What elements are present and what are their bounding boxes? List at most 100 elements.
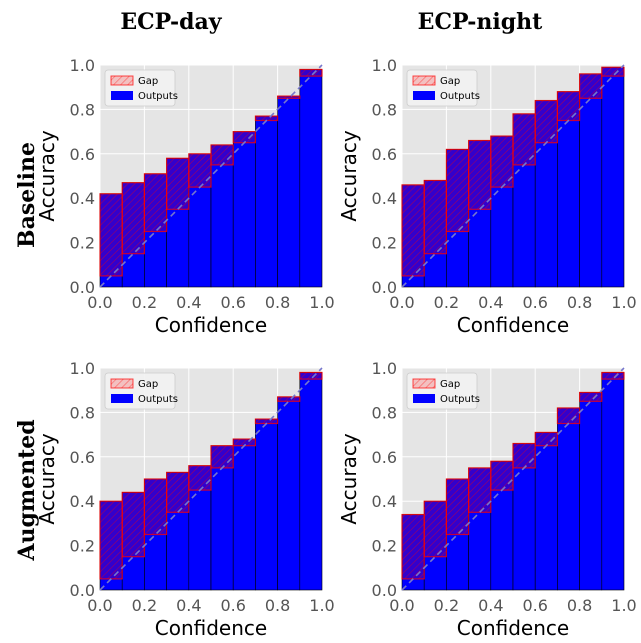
x-tick-label: 0.2 <box>434 293 459 312</box>
y-tick-label: 0.2 <box>70 234 95 253</box>
legend-outputs-label: Outputs <box>440 91 480 102</box>
x-tick-label: 0.8 <box>567 293 592 312</box>
legend-outputs-label: Outputs <box>138 91 178 102</box>
perfect-calibration-line <box>401 64 625 288</box>
calibration-panel: 0.0 0.2 0.4 0.6 0.8 1.0 0.0 0.2 0.4 0.6 0.8 1.0 Conf… <box>35 56 335 337</box>
gap-bar <box>423 179 448 255</box>
x-tick-label: 1.0 <box>611 293 636 312</box>
gap-bar <box>556 91 581 122</box>
perfect-calibration-line <box>401 367 625 591</box>
outputs-bar <box>232 131 256 288</box>
gap-bar <box>556 407 581 425</box>
gap-bar <box>401 513 425 580</box>
legend: Gap Outputs <box>406 69 480 107</box>
y-tick-label: 1.0 <box>372 359 397 378</box>
outputs-bar <box>232 438 256 591</box>
panel-group: 0.0 0.2 0.4 0.6 0.8 1.0 0.0 0.2 0.4 0.6 0.8 1.0 Conf… <box>35 56 637 640</box>
y-tick-label: 0.2 <box>70 537 95 556</box>
outputs-bar <box>277 396 301 591</box>
x-tick-label: 0.6 <box>522 596 547 615</box>
x-tick-label: 0.6 <box>522 293 547 312</box>
x-tick-label: 0.4 <box>478 596 503 615</box>
outputs-bar <box>579 392 603 591</box>
y-axis-label: Accuracy <box>35 433 59 524</box>
legend-outputs-label: Outputs <box>138 394 178 405</box>
gap-bar <box>299 68 323 77</box>
y-tick-label: 0.4 <box>70 189 95 208</box>
outputs-bar <box>210 144 234 288</box>
gap-bar <box>578 73 603 99</box>
x-tick-label: 1.0 <box>309 293 334 312</box>
gap-bar <box>445 148 470 233</box>
y-tick-label: 0.0 <box>70 278 95 297</box>
y-tick-label: 1.0 <box>372 56 397 75</box>
x-axis-label: Confidence <box>457 313 569 337</box>
y-tick-label: 0.8 <box>372 100 397 119</box>
x-tick-label: 0.2 <box>132 596 157 615</box>
x-axis-label: Confidence <box>155 313 267 337</box>
gap-bar <box>277 95 301 99</box>
gap-bar <box>99 500 123 580</box>
y-tick-label: 0.8 <box>70 100 95 119</box>
x-tick-label: 0.0 <box>87 293 112 312</box>
outputs-bar <box>557 407 580 591</box>
legend-gap-swatch <box>110 378 134 389</box>
gap-bar <box>299 371 323 380</box>
y-axis-label: Accuracy <box>337 433 361 524</box>
legend-outputs-swatch <box>413 91 435 100</box>
legend-outputs-swatch <box>111 91 133 100</box>
legend-gap-swatch <box>412 75 436 86</box>
y-axis-label: Accuracy <box>35 130 59 221</box>
y-tick-label: 0.2 <box>372 537 397 556</box>
legend-outputs-label: Outputs <box>440 394 480 405</box>
gap-bar <box>534 99 559 144</box>
legend-gap-label: Gap <box>440 379 460 390</box>
gap-bar <box>121 182 145 255</box>
column-title-ecp-day: ECP-day <box>120 9 222 35</box>
gap-bar <box>277 396 301 402</box>
y-tick-label: 0.0 <box>372 581 397 600</box>
column-title-ecp-night: ECP-night <box>418 9 543 35</box>
x-tick-label: 0.0 <box>389 293 414 312</box>
gap-bar <box>188 153 212 188</box>
y-axis-label: Accuracy <box>337 130 361 221</box>
outputs-bar <box>299 69 323 288</box>
legend-gap-label: Gap <box>440 76 460 87</box>
y-tick-label: 0.6 <box>372 448 397 467</box>
x-tick-label: 0.4 <box>176 293 201 312</box>
calibration-panel: 0.0 0.2 0.4 0.6 0.8 1.0 0.0 0.2 0.4 0.6 0.8 1.0 Conf… <box>35 359 335 640</box>
legend-outputs-swatch <box>111 394 133 403</box>
legend-gap-swatch <box>110 75 134 86</box>
y-tick-label: 0.6 <box>70 145 95 164</box>
x-tick-label: 0.0 <box>87 596 112 615</box>
x-tick-label: 0.0 <box>389 596 414 615</box>
y-tick-label: 0.2 <box>372 234 397 253</box>
y-tick-label: 0.4 <box>372 492 397 511</box>
gap-bar <box>210 144 234 166</box>
y-tick-label: 0.6 <box>372 145 397 164</box>
y-tick-label: 0.6 <box>70 448 95 467</box>
gap-bar <box>188 465 212 491</box>
outputs-bar <box>579 73 603 288</box>
gap-bar <box>401 184 425 277</box>
calibration-panel: 0.0 0.2 0.4 0.6 0.8 1.0 0.0 0.2 0.4 0.6 0.8 1.0 Conf… <box>337 56 637 337</box>
gap-bar <box>445 478 470 536</box>
calibration-panel: 0.0 0.2 0.4 0.6 0.8 1.0 0.0 0.2 0.4 0.6 0.8 1.0 Conf… <box>337 359 637 640</box>
legend: Gap Outputs <box>406 372 480 410</box>
gap-bar <box>468 139 492 210</box>
y-tick-label: 0.8 <box>372 403 397 422</box>
outputs-bar <box>255 418 278 591</box>
outputs-bar <box>299 372 323 591</box>
perfect-calibration-line <box>99 367 323 591</box>
x-tick-label: 1.0 <box>309 596 334 615</box>
y-tick-label: 1.0 <box>70 56 95 75</box>
x-tick-label: 0.8 <box>265 596 290 615</box>
gap-bar <box>99 193 123 277</box>
x-tick-label: 0.8 <box>567 596 592 615</box>
legend-outputs-swatch <box>413 394 435 403</box>
y-tick-label: 0.0 <box>70 581 95 600</box>
outputs-bar <box>277 95 301 288</box>
x-axis-label: Confidence <box>457 616 569 640</box>
gap-bar <box>490 460 514 491</box>
